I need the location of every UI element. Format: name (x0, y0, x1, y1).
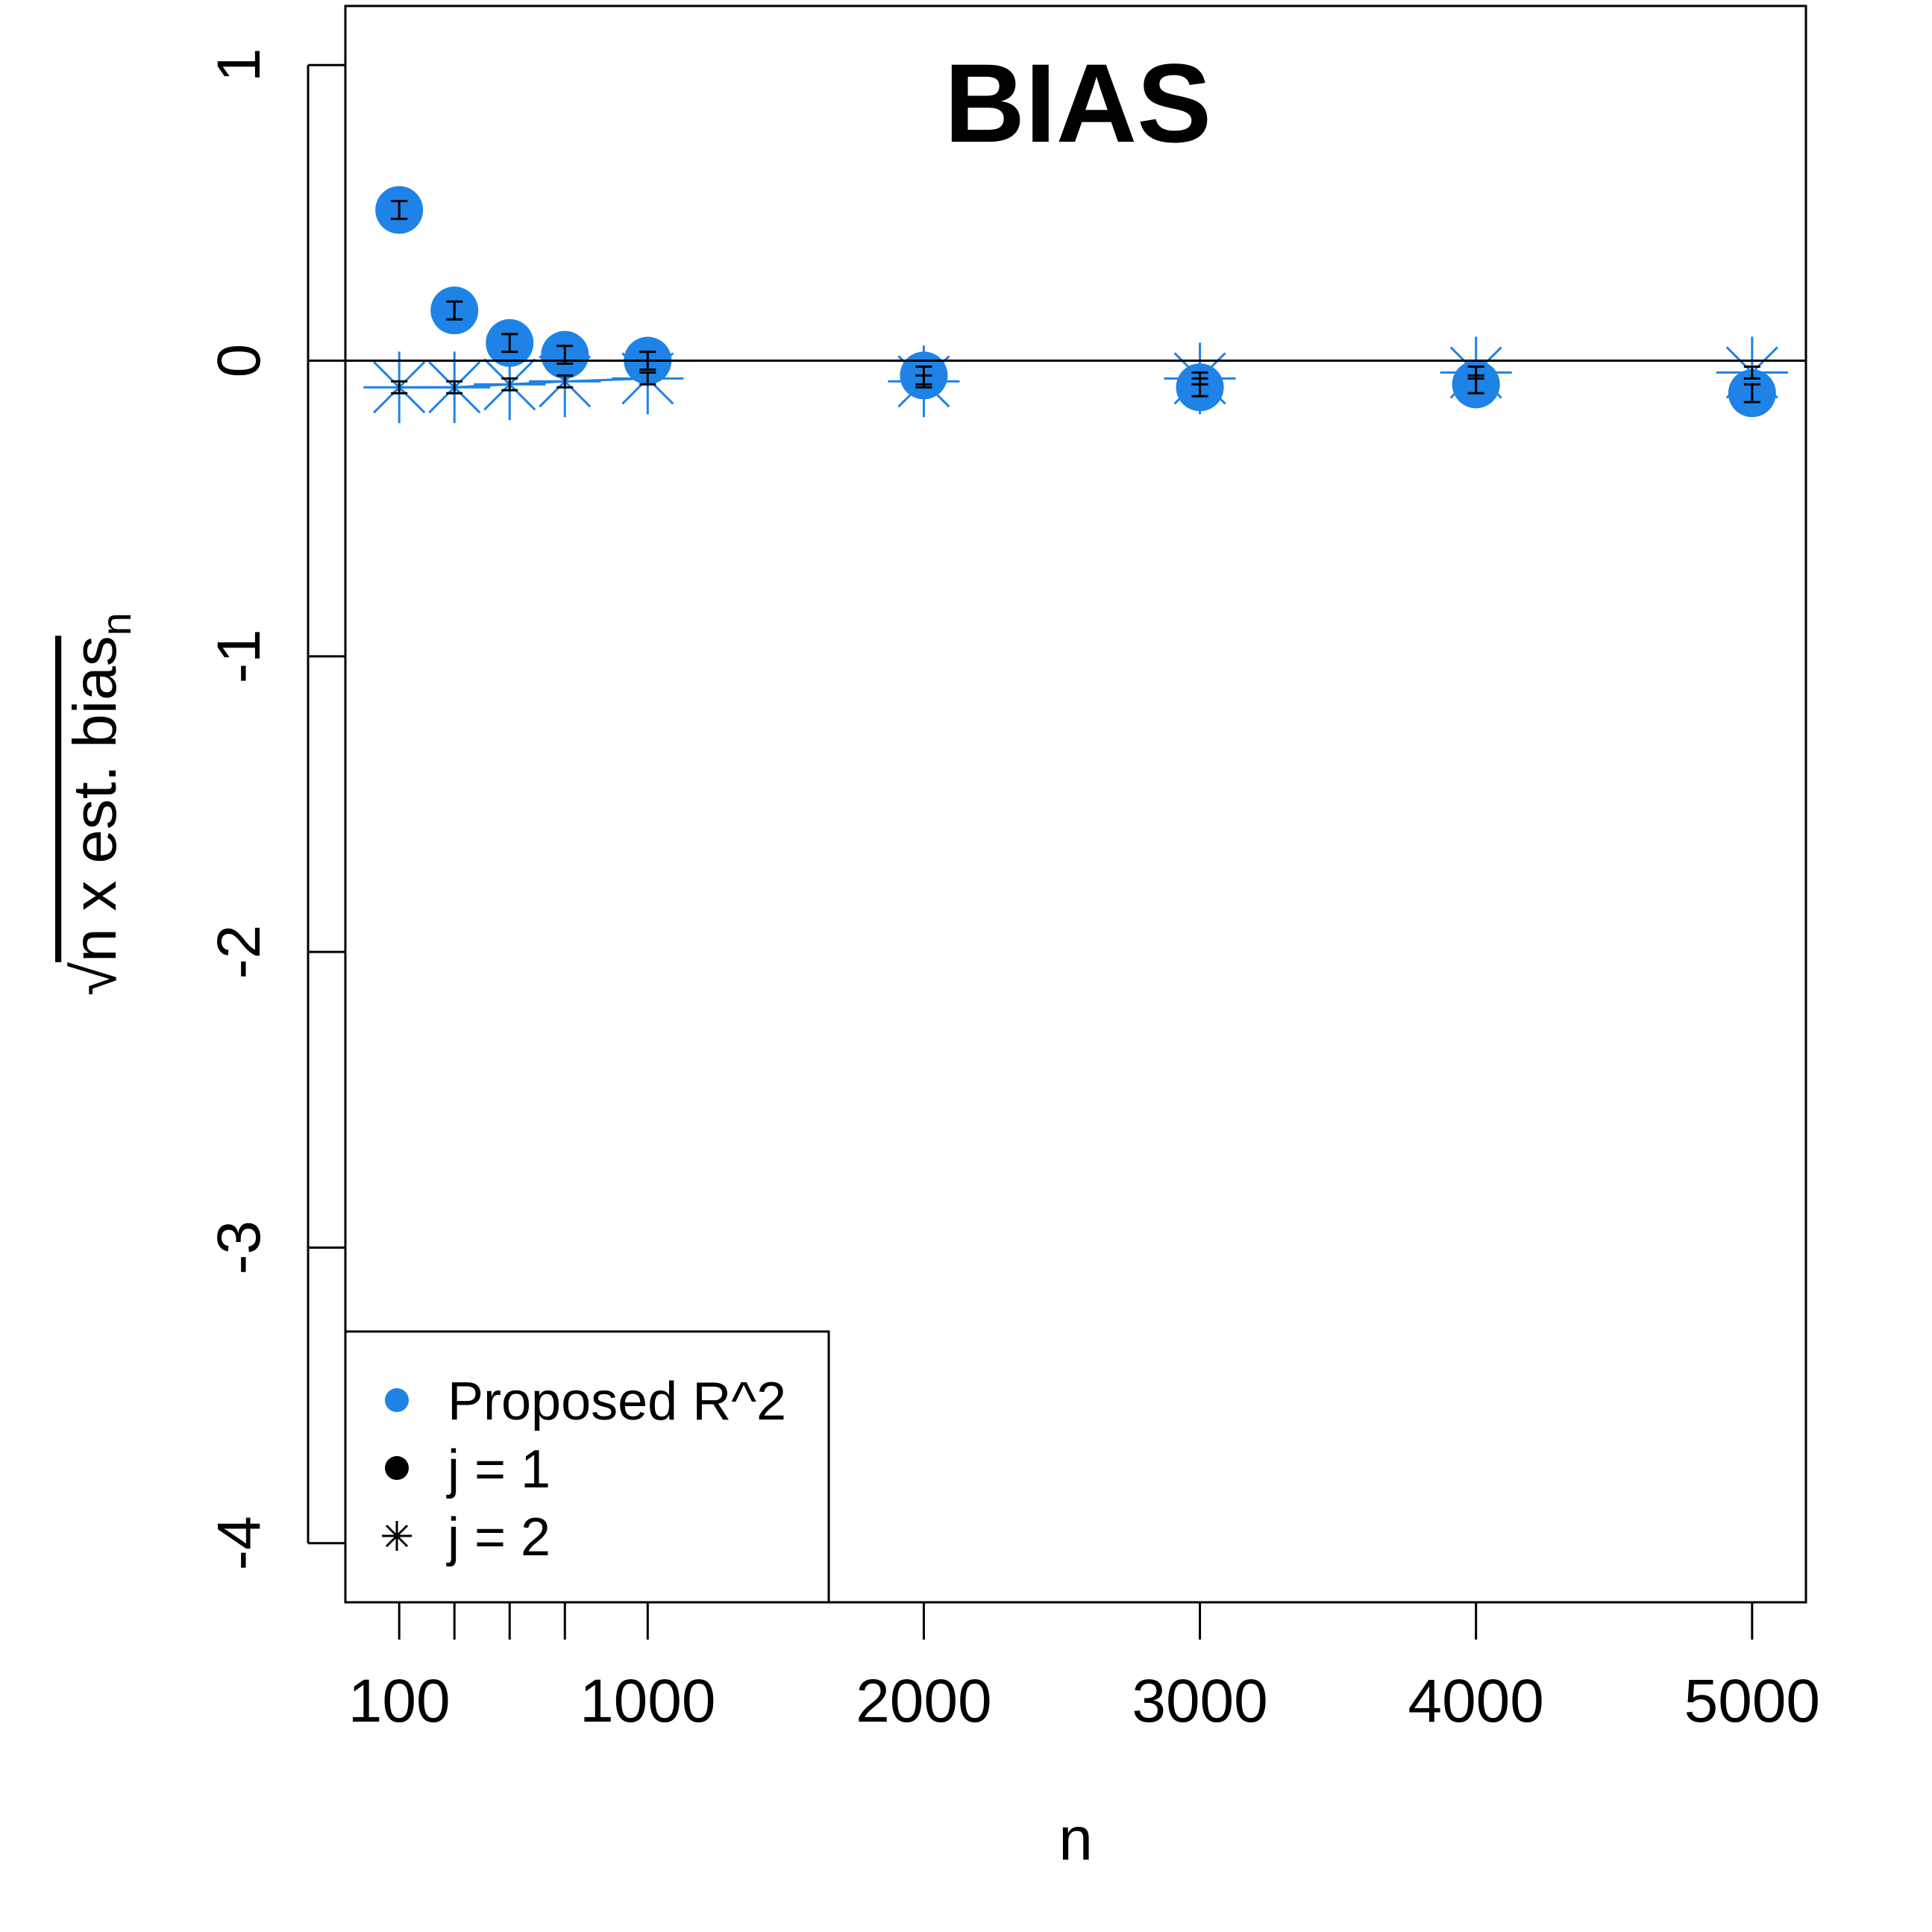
legend-marker-asterisk (382, 1521, 412, 1551)
errorbar-j1-n500 (501, 333, 518, 354)
plot-frame (344, 4, 1807, 1604)
legend-label-proposed: Proposed R^2 (448, 1372, 786, 1431)
errorbar-j1-n2000 (915, 365, 932, 386)
x-tick-label-100: 100 (348, 1667, 451, 1735)
x-tick-label-4000: 4000 (1408, 1667, 1543, 1735)
errorbar-j2-n300 (446, 380, 463, 395)
errorbar-j2-n700 (556, 374, 574, 389)
x-tick-label-3000: 3000 (1132, 1667, 1267, 1735)
legend-marker-circle-blue (385, 1388, 409, 1412)
errorbar-j2-n5000 (1743, 365, 1760, 380)
y-tick-label--3: -3 (205, 1220, 273, 1275)
errorbar-j1-n4000 (1467, 374, 1484, 395)
y-tick-label--2: -2 (205, 925, 273, 979)
svg-text:√n x est. biasn: √n x est. biasn (61, 612, 139, 996)
x-axis-label: n (1058, 1805, 1093, 1873)
legend-marker-circle-black (385, 1456, 409, 1480)
y-axis-label-subscript: n (92, 612, 139, 636)
errorbar-j2-n1000 (639, 371, 656, 386)
errorbar-j1-n100 (391, 200, 408, 220)
errorbar-j2-n100 (391, 380, 408, 395)
errorbar-j1-n5000 (1743, 383, 1760, 404)
legend-label-j2: j = 2 (446, 1508, 551, 1567)
legend: Proposed R^2 j = 1 j = 2 (344, 1330, 830, 1604)
errorbar-j1-n3000 (1191, 377, 1208, 398)
errorbar-j1-n300 (446, 300, 463, 321)
legend-label-j1: j = 1 (446, 1440, 551, 1499)
errorbar-j2-n500 (501, 377, 518, 392)
data-points (363, 186, 1788, 424)
chart-title: BIAS (944, 40, 1211, 166)
y-tick-label-1: 1 (205, 48, 273, 82)
y-tick-label-0: 0 (205, 344, 273, 378)
x-tick-label-1000: 1000 (580, 1667, 715, 1735)
y-tick-label--4: -4 (205, 1516, 273, 1570)
x-tick-label-2000: 2000 (856, 1667, 991, 1735)
y-axis-label: √n x est. biasn (61, 612, 139, 996)
sqrt-symbol: √ (61, 962, 129, 996)
legend-box (344, 1330, 830, 1604)
y-axis-label-main: n x est. bias (61, 636, 129, 962)
y-tick-label--1: -1 (205, 629, 273, 683)
x-tick-label-5000: 5000 (1684, 1667, 1820, 1735)
axes: 100 1000 2000 3000 4000 5000 1 0 -1 -2 -3 -4 (205, 48, 1820, 1735)
